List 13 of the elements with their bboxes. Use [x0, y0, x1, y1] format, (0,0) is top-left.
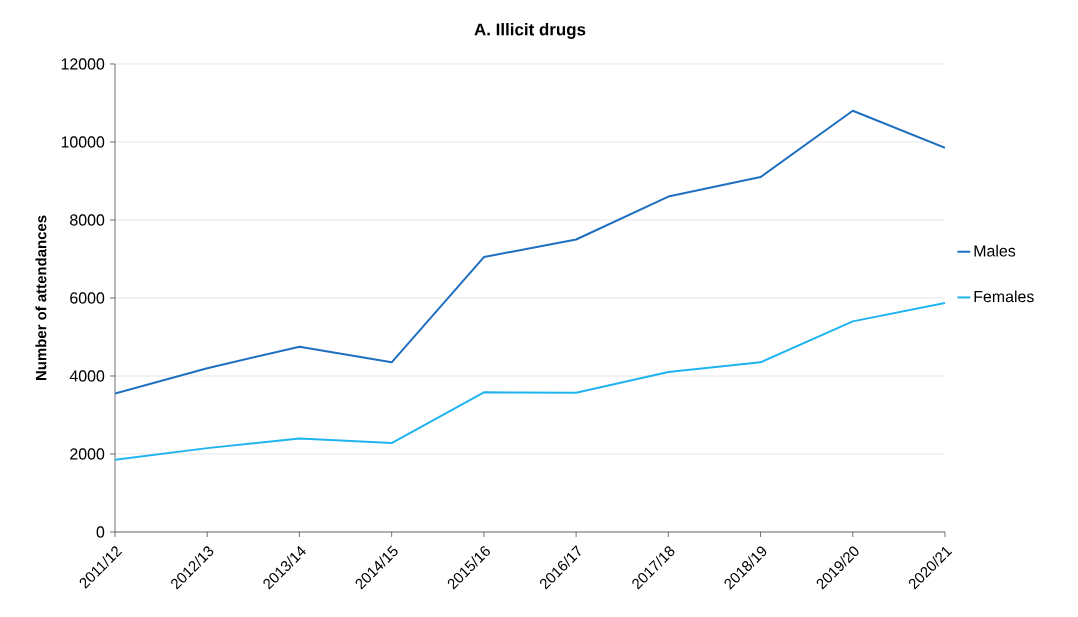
y-tick-label: 4000 — [69, 370, 105, 382]
y-tick-label: 6000 — [70, 292, 105, 304]
y-tick-label: 2000 — [70, 448, 105, 460]
legend-label: Females — [974, 290, 1034, 303]
line-series — [115, 109, 946, 395]
legend-label: Males — [974, 244, 1016, 257]
y-axis-title: Number of attendances — [35, 215, 47, 381]
y-tick-label: 0 — [96, 526, 105, 538]
y-tick-label: 12000 — [61, 58, 105, 70]
line-series — [115, 302, 946, 461]
y-tick-label: 8000 — [70, 214, 105, 226]
y-tick-label: 10000 — [61, 136, 105, 148]
chart-title: A. Illicit drugs — [474, 23, 586, 39]
